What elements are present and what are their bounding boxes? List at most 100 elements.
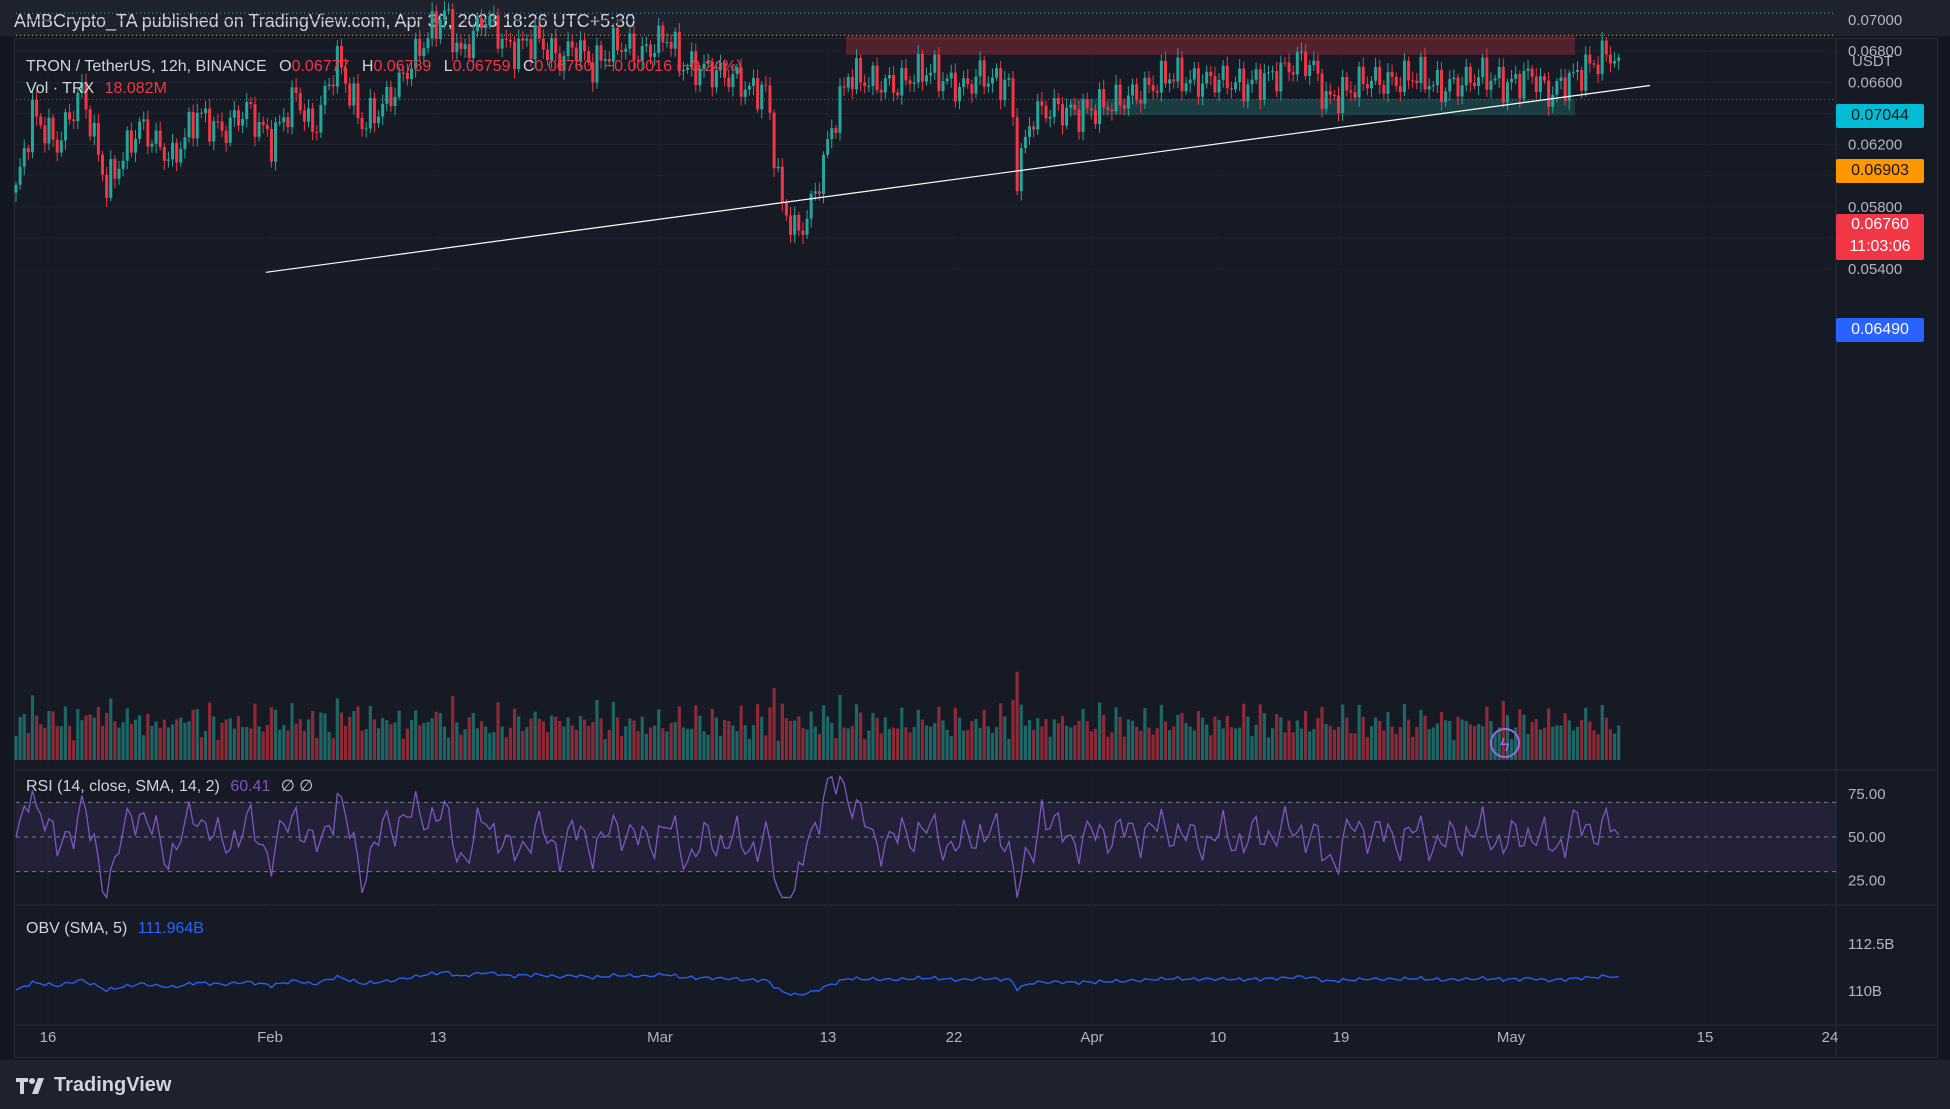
candle-body: [434, 11, 438, 39]
candle-body: [426, 38, 430, 49]
candle-body: [80, 82, 84, 93]
volume-bar: [488, 733, 492, 760]
candle-body: [1143, 77, 1147, 104]
candle-body: [747, 85, 751, 90]
candle-body: [451, 9, 455, 53]
volume-bar: [269, 707, 274, 760]
volume-bar: [1118, 716, 1122, 760]
volume-bar: [1221, 728, 1225, 760]
candle-body: [1320, 73, 1324, 109]
publisher-line: AMBCrypto_TA published on TradingView.co…: [14, 11, 636, 31]
volume-bar: [760, 716, 764, 760]
volume-bar: [1139, 730, 1143, 760]
volume-bar: [224, 719, 228, 760]
candle-body: [35, 99, 39, 117]
candle-body: [480, 17, 484, 29]
volume-bar: [1303, 711, 1308, 760]
volume-bar: [1295, 720, 1299, 760]
candle-body: [1538, 76, 1542, 93]
volume-bar: [1007, 738, 1011, 760]
volume-bar: [1386, 711, 1390, 760]
candle-body: [628, 33, 632, 49]
price-tag-cyan: 0.07044: [1836, 104, 1924, 128]
candle-body: [1407, 60, 1411, 81]
candle-body: [1563, 77, 1567, 101]
tradingview-logo-icon: [16, 1077, 44, 1094]
candle-body: [1534, 76, 1538, 93]
candle-body: [492, 15, 496, 17]
candle-body: [154, 130, 158, 144]
volume-bar: [776, 740, 780, 760]
candle-body: [653, 52, 657, 57]
candle-body: [30, 99, 34, 153]
volume-bar: [434, 711, 438, 760]
rsi-band: [16, 802, 1836, 872]
volume-bar: [850, 726, 854, 760]
volume-bar: [999, 703, 1003, 760]
candle-body: [1588, 54, 1592, 64]
volume-bar: [681, 727, 686, 760]
price-tick-label: 0.05400: [1848, 261, 1902, 278]
candle-body: [657, 25, 661, 53]
volume-bar: [941, 720, 945, 760]
chart-frame[interactable]: [14, 38, 1938, 1058]
candle-body: [764, 84, 768, 86]
candle-body: [1032, 126, 1036, 130]
volume-bar: [183, 722, 187, 760]
volume-bar: [624, 726, 628, 760]
volume-bar: [859, 712, 863, 760]
volume-bar: [1452, 739, 1456, 760]
candle-body: [1613, 60, 1617, 64]
volume-bar: [344, 725, 348, 760]
candle-body: [822, 154, 826, 195]
candle-body: [1295, 51, 1299, 75]
candle-body: [442, 10, 446, 20]
candle-body: [1262, 73, 1266, 101]
volume-bar: [669, 723, 673, 760]
candle-body: [1229, 88, 1233, 90]
volume-bar: [1040, 726, 1044, 760]
volume-bar: [677, 706, 681, 760]
volume-bar: [1048, 736, 1052, 760]
candle-body: [500, 39, 504, 49]
candle-body: [541, 38, 545, 50]
volume-bar: [1464, 721, 1468, 760]
candle-body: [941, 81, 945, 92]
volume-bar: [957, 717, 962, 760]
candle-body: [863, 82, 867, 86]
tradingview-logo[interactable]: TradingView: [16, 1074, 171, 1097]
candle-body: [282, 117, 286, 123]
candle-body: [265, 125, 269, 130]
candle-body: [179, 149, 183, 163]
candle-body: [644, 44, 648, 46]
candle-body: [1201, 83, 1205, 97]
candle-body: [1382, 84, 1386, 94]
candle-body: [949, 72, 953, 79]
candle-body: [195, 112, 199, 139]
candle-body: [554, 38, 558, 54]
candle-body: [1514, 74, 1518, 79]
candle-body: [1036, 101, 1040, 130]
volume-bar: [780, 703, 784, 760]
candle-body: [389, 86, 393, 107]
candle-body: [545, 49, 549, 61]
candle-body: [463, 44, 467, 49]
candle-body: [405, 72, 409, 80]
volume-bar: [1406, 719, 1411, 760]
volume-bar: [1332, 729, 1336, 760]
volume-bar: [793, 720, 797, 760]
volume-bar: [838, 694, 842, 760]
lightning-icon[interactable]: ϟ: [1490, 728, 1520, 758]
high-value: 0.06789: [373, 58, 432, 75]
candle-body: [1580, 69, 1584, 91]
volume-bar: [916, 709, 920, 760]
candle-body: [1448, 79, 1452, 92]
volume-bar: [512, 708, 517, 760]
volume-bar: [1114, 707, 1118, 760]
volume-bar: [1345, 717, 1349, 760]
volume-bar: [1563, 713, 1567, 760]
volume-bar: [883, 717, 887, 760]
rsi-label: RSI (14, close, SMA, 14, 2): [26, 778, 220, 795]
volume-bar: [578, 716, 583, 760]
